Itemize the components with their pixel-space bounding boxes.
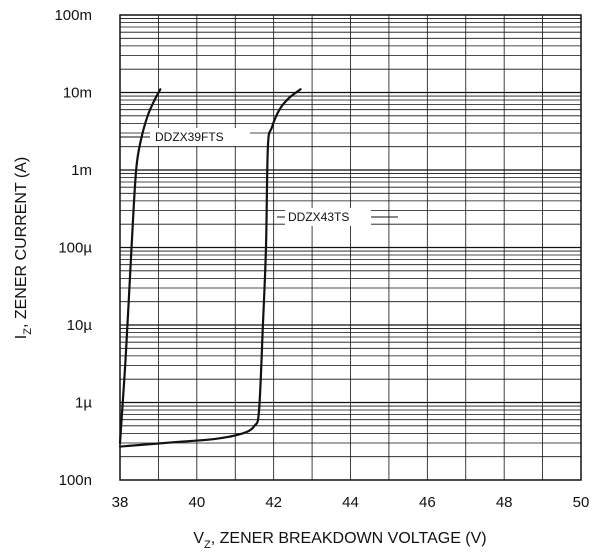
y-tick-label: 10µ	[67, 317, 93, 334]
series-label-bg-1	[150, 128, 250, 146]
x-ticks: 38 40 42 44 46 48 50	[112, 494, 590, 511]
y-tick-label: 100µ	[58, 240, 92, 257]
y-tick-label: 100n	[59, 472, 92, 489]
plot-frame	[119, 14, 582, 481]
series-line-ddzx43ts	[118, 88, 302, 448]
x-tick-label: 40	[188, 494, 205, 511]
y-tick-label: 1m	[71, 162, 92, 179]
x-tick-label: 38	[112, 494, 129, 511]
annotations: DDZX39FTS DDZX43TS	[120, 128, 398, 226]
x-tick-label: 50	[573, 494, 590, 511]
y-tick-label: 10m	[63, 85, 92, 102]
y-tick-label: 1µ	[75, 395, 92, 412]
x-axis-title: VZ, ZENER BREAKDOWN VOLTAGE (V)	[193, 530, 486, 551]
x-tick-label: 46	[419, 494, 436, 511]
series-label-ddzx43ts: DDZX43TS	[288, 210, 349, 224]
series-line-ddzx39fts	[118, 88, 162, 445]
x-tick-label: 44	[342, 494, 359, 511]
grid	[120, 15, 581, 480]
y-ticks: 100n 1µ 10µ 100µ 1m 10m 100m	[54, 7, 92, 489]
series-layer	[118, 88, 302, 448]
x-tick-label: 42	[265, 494, 282, 511]
y-tick-label: 100m	[54, 7, 92, 24]
series-label-bg-2	[285, 208, 371, 226]
series-label-ddzx39fts: DDZX39FTS	[155, 130, 224, 144]
y-axis-title: IZ, ZENER CURRENT (A)	[13, 157, 34, 339]
x-tick-label: 48	[496, 494, 513, 511]
